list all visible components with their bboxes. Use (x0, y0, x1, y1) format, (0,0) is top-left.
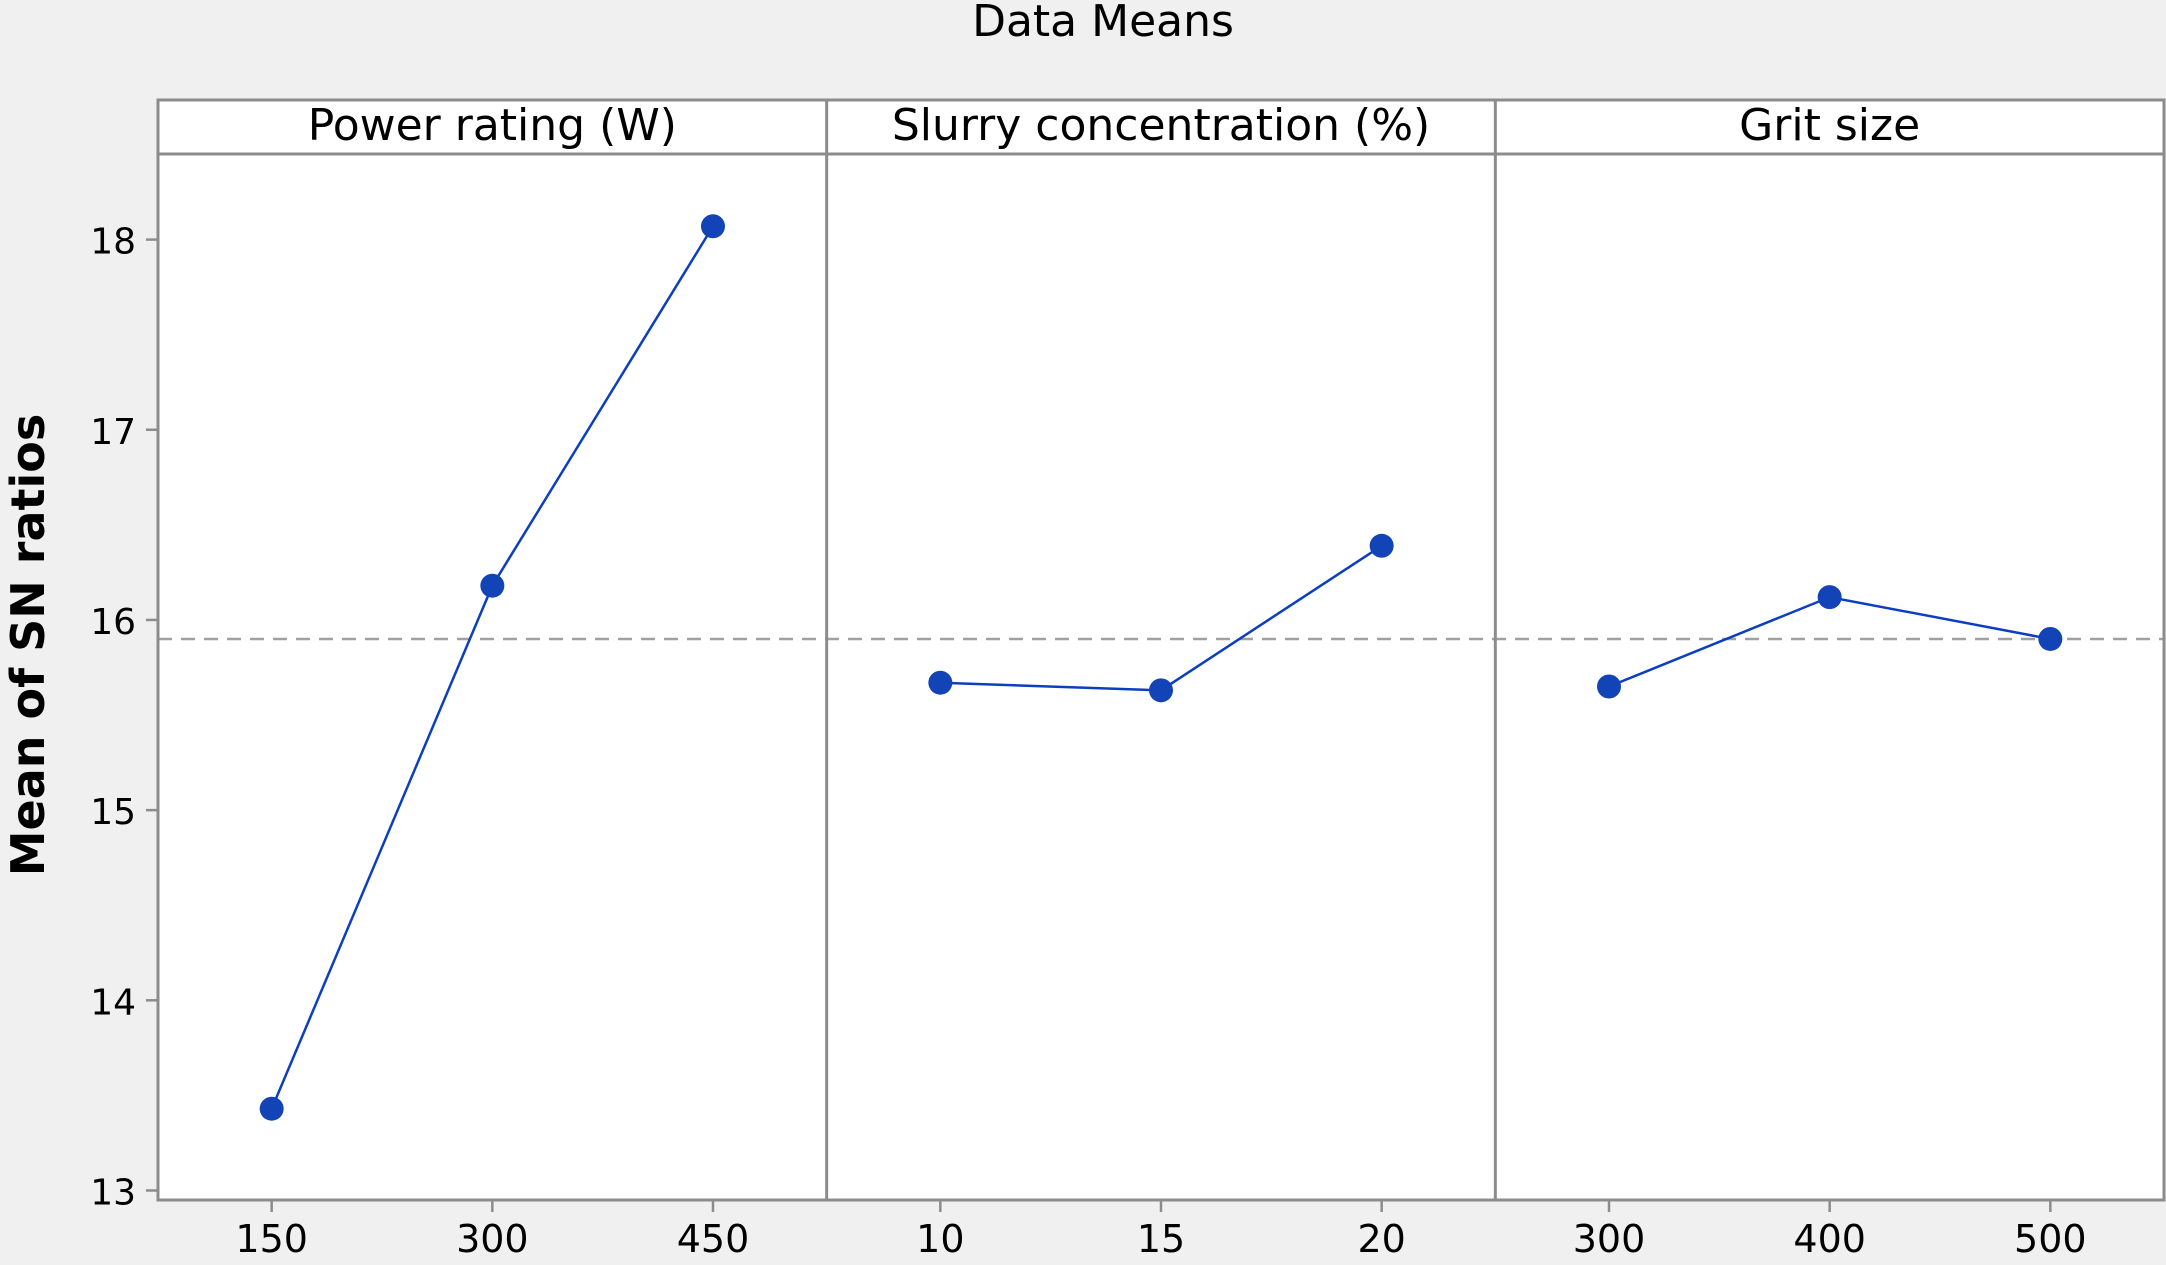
data-point (1149, 678, 1173, 703)
data-point (2038, 626, 2063, 651)
y-tick-label: 15 (90, 792, 136, 833)
data-point (1369, 533, 1394, 558)
plot-area: 13 14 15 16 17 18 Power rating (W) 150 300 450 Slu… (90, 98, 2166, 1261)
plot-frame (156, 98, 2166, 1202)
data-point (1597, 674, 1622, 699)
y-axis-label: Mean of SN ratios (1, 414, 55, 877)
data-point (928, 670, 953, 695)
y-tick-label: 18 (90, 222, 136, 263)
x-tick-label: 450 (677, 1217, 750, 1261)
y-tick-label: 14 (90, 982, 136, 1023)
x-tick-label: 150 (235, 1217, 308, 1261)
x-tick-label: 20 (1357, 1217, 1405, 1261)
panel-header-label: Power rating (W) (308, 100, 677, 151)
plot-panel-background (158, 154, 2164, 1200)
x-tick-label: 10 (916, 1217, 964, 1261)
data-point (1817, 585, 1842, 610)
y-tick-label: 16 (90, 602, 136, 643)
x-tick-label: 300 (456, 1217, 529, 1261)
x-tick-label: 400 (1793, 1217, 1866, 1261)
x-tick-label: 15 (1137, 1217, 1185, 1261)
panel-header-label: Slurry concentration (%) (892, 100, 1430, 151)
panel-header-label: Grit size (1739, 100, 1920, 151)
y-tick-label: 13 (90, 1172, 136, 1213)
chart-title: Data Means (972, 0, 1234, 47)
data-point (480, 573, 505, 598)
data-point (700, 214, 725, 239)
data-point (259, 1096, 284, 1121)
x-tick-label: 500 (2014, 1217, 2087, 1261)
y-tick-label: 17 (90, 412, 136, 453)
x-tick-label: 300 (1573, 1217, 1646, 1261)
panel-header-background (158, 100, 2164, 154)
